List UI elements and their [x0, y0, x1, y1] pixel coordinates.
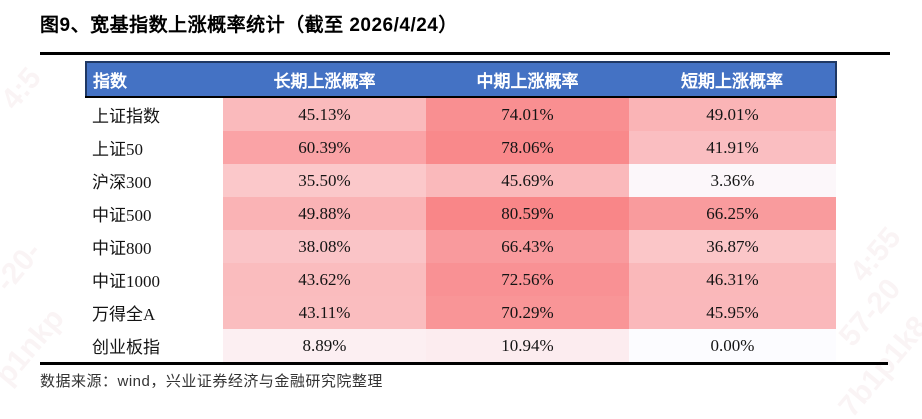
watermark-text: 4:55 [843, 221, 908, 289]
table-row: 中证1000 43.62% 72.56% 46.31% [86, 263, 836, 296]
table-header-row: 指数 长期上涨概率 中期上涨概率 短期上涨概率 [85, 61, 837, 98]
probability-cell: 45.69% [426, 164, 629, 197]
probability-cell: 43.62% [223, 263, 426, 296]
index-name-cell: 创业板指 [86, 329, 223, 364]
table-row: 中证500 49.88% 80.59% 66.25% [86, 197, 836, 230]
table-row: 中证800 38.08% 66.43% 36.87% [86, 230, 836, 263]
probability-cell: 46.31% [629, 263, 836, 296]
probability-cell: 45.95% [629, 296, 836, 329]
probability-cell: 10.94% [426, 329, 629, 364]
index-name-cell: 中证1000 [86, 263, 223, 296]
column-header: 指数 [85, 61, 223, 98]
probability-cell: 36.87% [629, 230, 836, 263]
probability-cell: 66.43% [426, 230, 629, 263]
watermark-text: 57-20 [832, 272, 908, 353]
table-row: 万得全A 43.11% 70.29% 45.95% [86, 296, 836, 329]
probability-cell: 38.08% [223, 230, 426, 263]
figure-title: 图9、宽基指数上涨概率统计（截至 2026/4/24） [40, 15, 458, 36]
table-row: 上证指数 45.13% 74.01% 49.01% [86, 97, 836, 131]
probability-cell: 72.56% [426, 263, 629, 296]
index-name-cell: 上证50 [86, 131, 223, 164]
probability-table: 指数 长期上涨概率 中期上涨概率 短期上涨概率 上证指数 45.13% 74.01% 49.… [85, 61, 837, 364]
probability-cell: 35.50% [223, 164, 426, 197]
probability-cell: 8.89% [223, 329, 426, 364]
probability-cell: 41.91% [629, 131, 836, 164]
probability-cell: 45.13% [223, 97, 426, 131]
title-divider [40, 52, 890, 55]
index-name-cell: 沪深300 [86, 164, 223, 197]
table-row: 沪深300 35.50% 45.69% 3.36% [86, 164, 836, 197]
watermark-text: 4:5 [0, 61, 48, 116]
probability-cell: 80.59% [426, 197, 629, 230]
probability-cell: 66.25% [629, 197, 836, 230]
column-header: 中期上涨概率 [426, 61, 629, 98]
probability-cell: 49.01% [629, 97, 836, 131]
data-source-note: 数据来源：wind，兴业证券经济与金融研究院整理 [40, 373, 383, 390]
probability-cell: 74.01% [426, 97, 629, 131]
footer-divider [40, 362, 888, 365]
column-header: 短期上涨概率 [629, 61, 837, 98]
probability-cell: 60.39% [223, 131, 426, 164]
probability-cell: 43.11% [223, 296, 426, 329]
table-body: 上证指数 45.13% 74.01% 49.01% 上证50 60.39% 78.06% 41… [86, 97, 836, 364]
probability-cell: 70.29% [426, 296, 629, 329]
table-row: 上证50 60.39% 78.06% 41.91% [86, 131, 836, 164]
probability-cell: 49.88% [223, 197, 426, 230]
probability-cell: 0.00% [629, 329, 836, 364]
watermark-text: -20- [0, 235, 49, 298]
table-header: 指数 长期上涨概率 中期上涨概率 短期上涨概率 [85, 61, 837, 98]
table-row: 创业板指 8.89% 10.94% 0.00% [86, 329, 836, 364]
index-name-cell: 万得全A [86, 296, 223, 329]
index-name-cell: 上证指数 [86, 97, 223, 131]
probability-cell: 78.06% [426, 131, 629, 164]
index-name-cell: 中证800 [86, 230, 223, 263]
index-name-cell: 中证500 [86, 197, 223, 230]
probability-cell: 3.36% [629, 164, 836, 197]
column-header: 长期上涨概率 [223, 61, 426, 98]
